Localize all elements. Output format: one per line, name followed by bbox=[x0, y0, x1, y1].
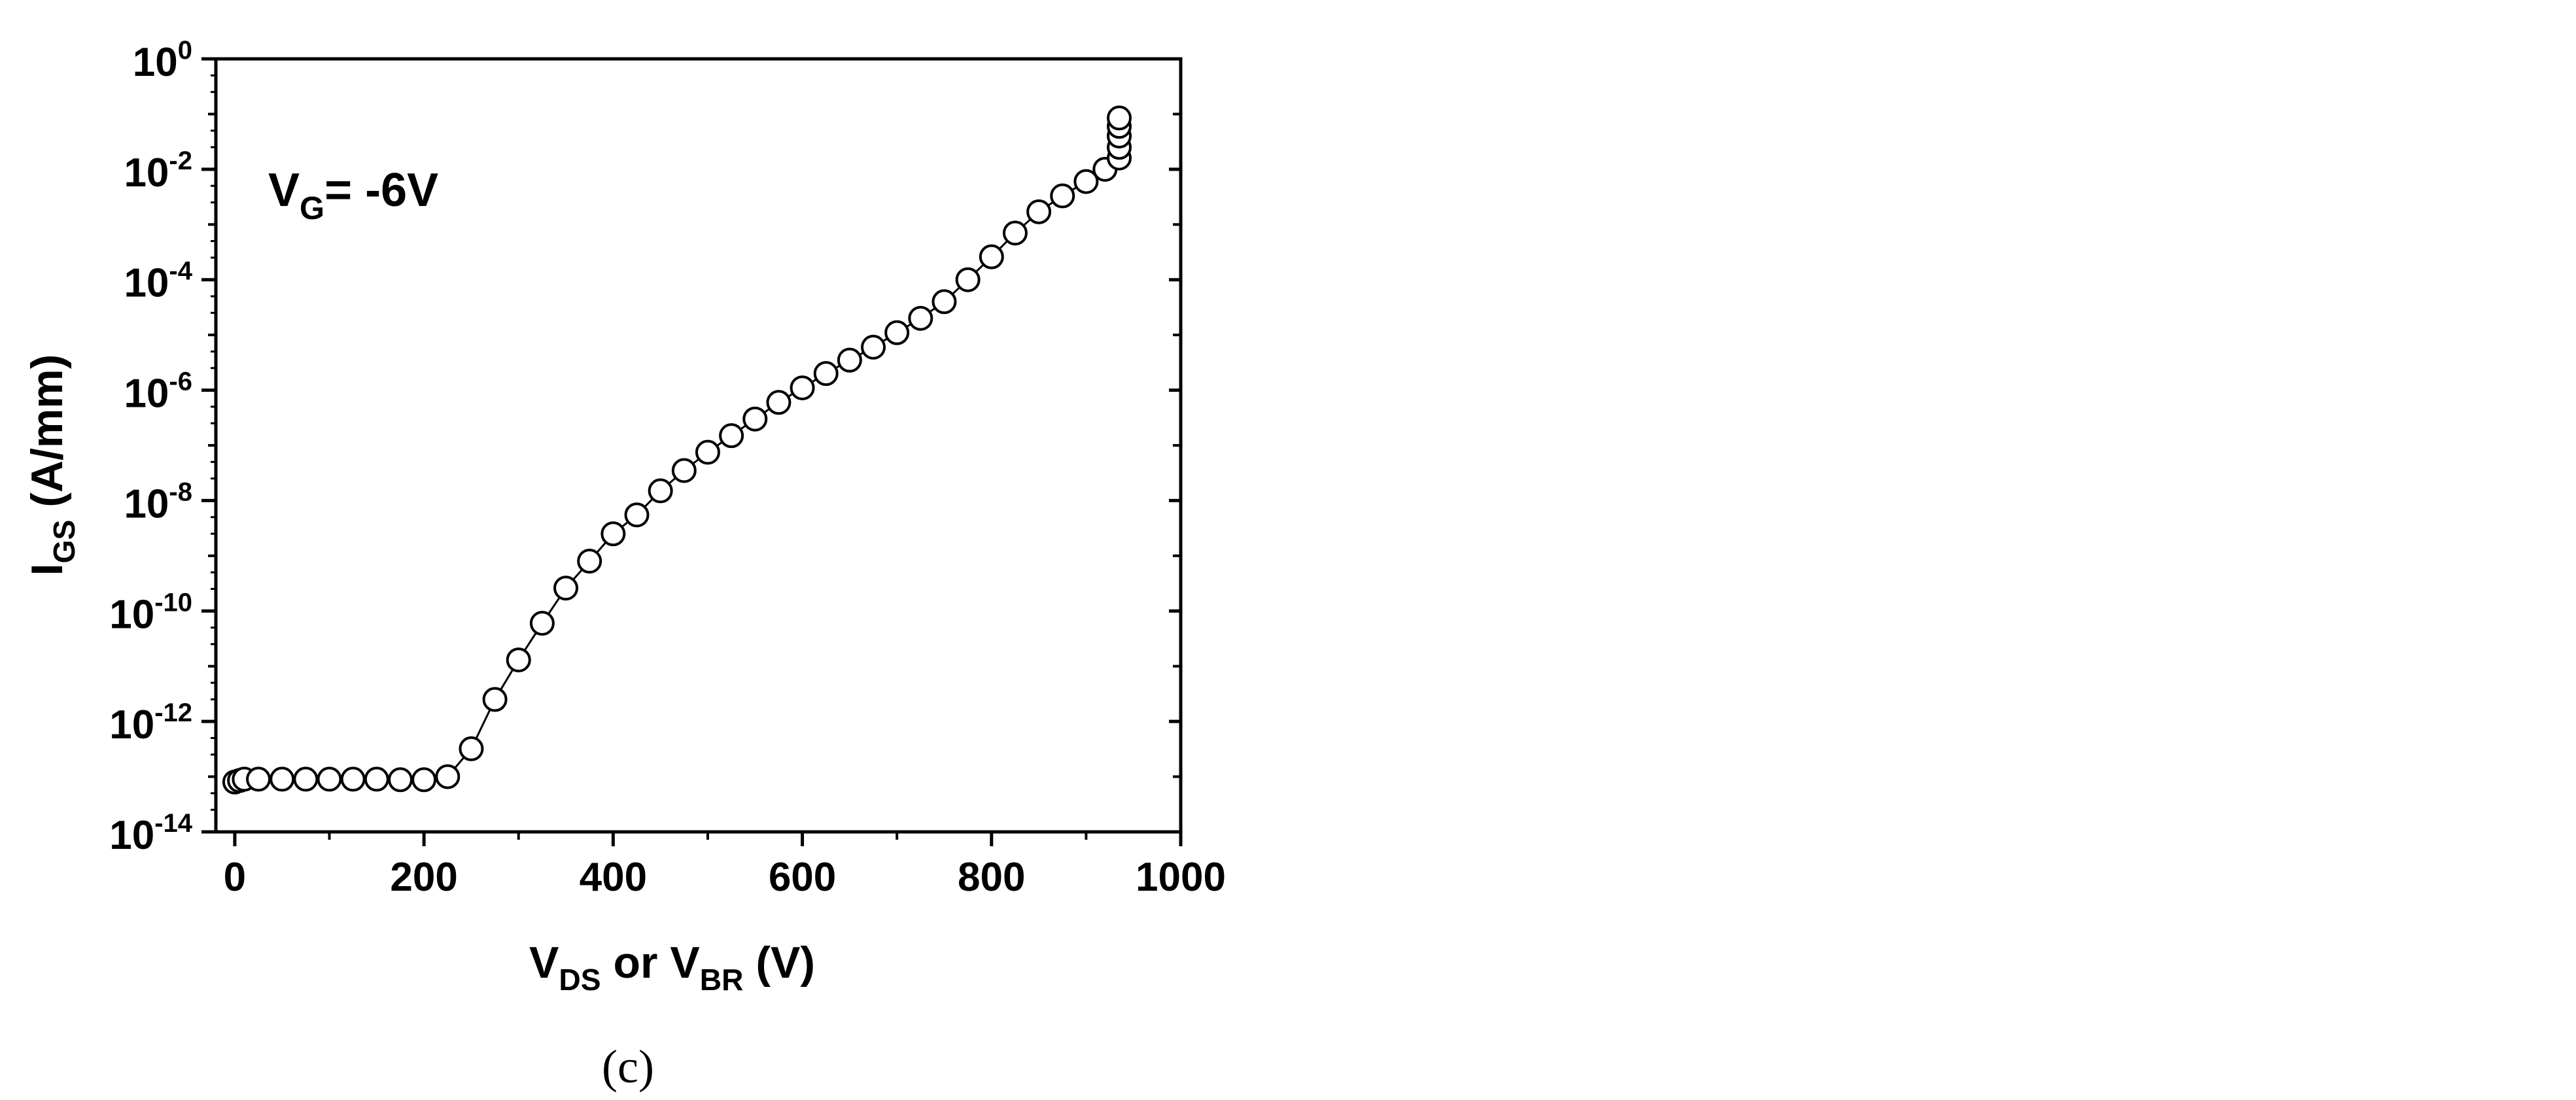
x-tick-label: 0 bbox=[224, 855, 246, 900]
data-point bbox=[1050, 183, 1075, 209]
y-tick-label: 10-12 bbox=[109, 698, 192, 748]
y-tick-label: 10-2 bbox=[124, 146, 192, 196]
y-axis-tick-labels: 100 10-2 10-4 10-6 10-8 10-10 10-12 10-14 bbox=[109, 36, 193, 858]
data-point bbox=[719, 423, 744, 449]
data-point bbox=[506, 647, 531, 673]
y-axis-ticks bbox=[201, 57, 1181, 834]
data-point bbox=[931, 289, 957, 315]
data-point bbox=[766, 390, 792, 415]
data-point bbox=[955, 267, 981, 292]
data-point bbox=[293, 766, 319, 792]
data-point bbox=[1073, 169, 1099, 194]
data-point bbox=[671, 458, 697, 483]
gate-voltage-annotation: VG= -6V bbox=[268, 164, 438, 226]
y-minor-ticks bbox=[208, 74, 1181, 811]
data-point bbox=[695, 439, 720, 465]
data-point bbox=[553, 576, 579, 601]
figure-caption: (c) bbox=[602, 1040, 654, 1093]
y-tick-label: 10-10 bbox=[109, 588, 192, 637]
data-point bbox=[364, 766, 389, 792]
data-point bbox=[317, 766, 342, 792]
series-points bbox=[222, 105, 1132, 795]
data-point bbox=[435, 764, 461, 789]
data-point bbox=[648, 478, 673, 504]
y-tick-label: 100 bbox=[133, 36, 192, 85]
y-axis-title: IGS (A/mm) bbox=[22, 354, 81, 576]
data-point bbox=[1107, 105, 1132, 131]
data-point bbox=[1026, 199, 1052, 224]
x-axis-tick-labels: 0 200 400 600 800 1000 bbox=[224, 855, 1226, 900]
data-point bbox=[624, 502, 650, 528]
data-point bbox=[908, 305, 933, 331]
x-tick-label: 600 bbox=[769, 855, 836, 900]
x-tick-label: 800 bbox=[958, 855, 1025, 900]
data-point bbox=[600, 521, 626, 547]
data-point bbox=[270, 766, 295, 792]
data-point bbox=[459, 736, 484, 761]
data-point bbox=[979, 244, 1004, 269]
x-tick-label: 1000 bbox=[1136, 855, 1226, 900]
x-tick-label: 400 bbox=[580, 855, 647, 900]
y-tick-label: 10-6 bbox=[124, 368, 192, 417]
data-point bbox=[340, 766, 366, 792]
x-tick-label: 200 bbox=[390, 855, 457, 900]
data-point bbox=[742, 406, 768, 432]
data-point bbox=[1002, 220, 1028, 246]
data-point bbox=[577, 549, 602, 574]
data-point bbox=[482, 687, 508, 712]
y-tick-label: 10-4 bbox=[124, 257, 192, 306]
data-point bbox=[529, 611, 555, 636]
y-tick-label: 10-8 bbox=[124, 477, 192, 526]
x-axis-ticks bbox=[233, 832, 1183, 846]
data-point bbox=[790, 375, 815, 401]
y-tick-label: 10-14 bbox=[109, 809, 193, 858]
data-point bbox=[837, 347, 862, 373]
x-axis-title: VDS or VBR (V) bbox=[529, 938, 815, 997]
data-point bbox=[861, 334, 886, 360]
data-point bbox=[884, 320, 910, 345]
series-polyline bbox=[234, 118, 1121, 783]
data-point bbox=[246, 766, 271, 792]
series-line bbox=[234, 118, 1121, 783]
data-point bbox=[813, 361, 839, 387]
data-point bbox=[387, 767, 413, 793]
data-point bbox=[411, 767, 437, 793]
